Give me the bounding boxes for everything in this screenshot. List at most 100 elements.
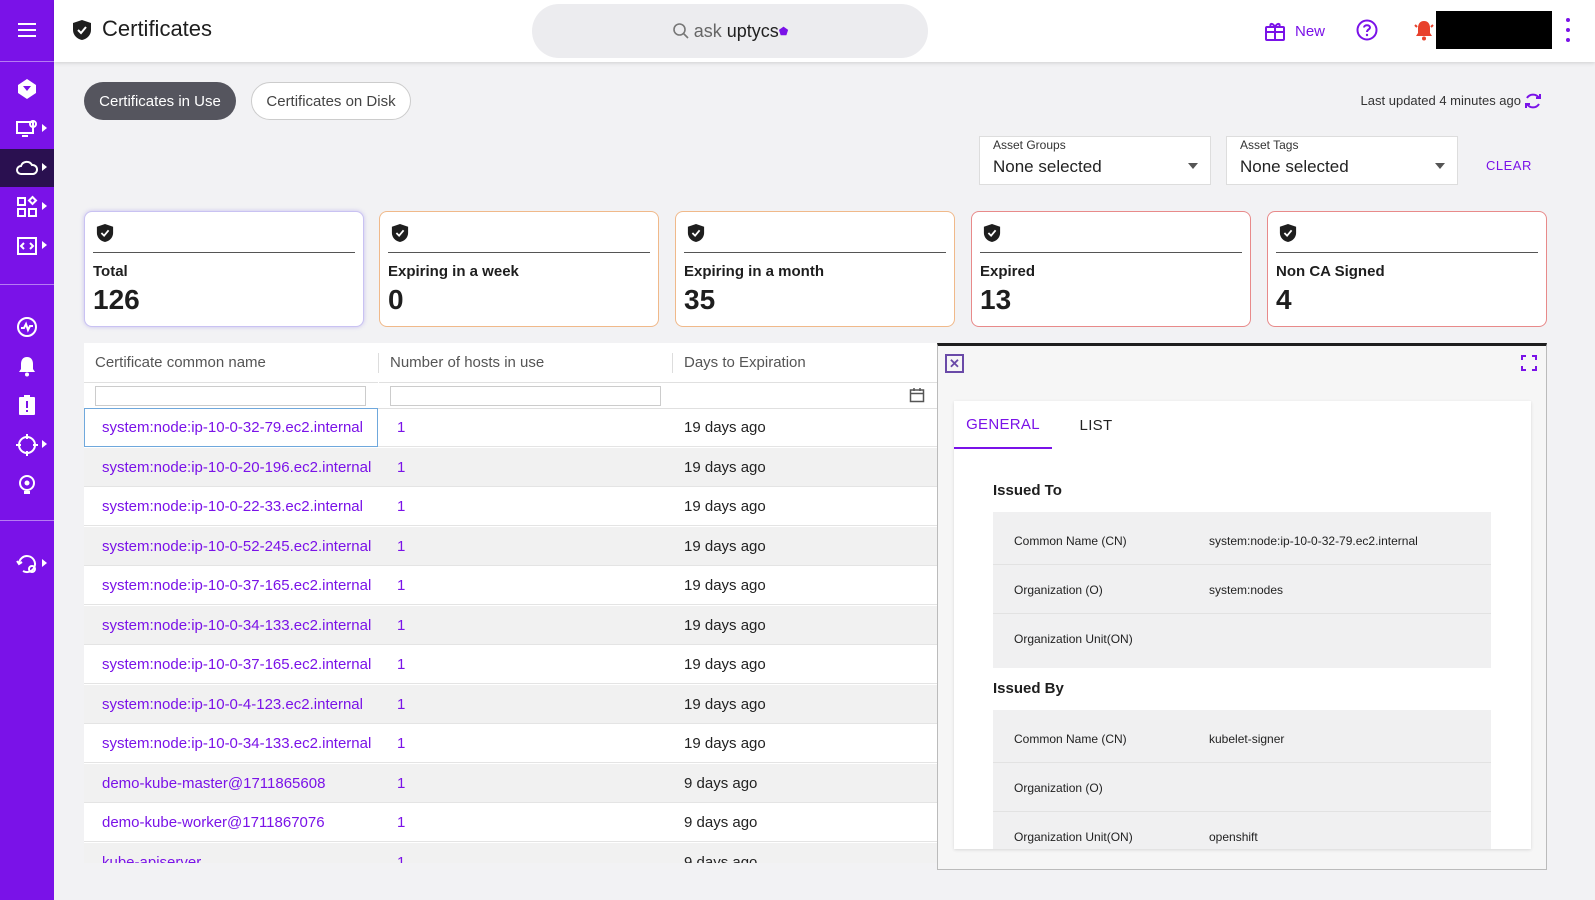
sidebar-item-devices[interactable]: [0, 110, 54, 148]
more-options-icon[interactable]: [1565, 18, 1571, 42]
tab-general[interactable]: GENERAL: [954, 401, 1052, 449]
kv-row: Common Name (CN) kubelet-signer: [993, 714, 1491, 763]
new-button[interactable]: New: [1264, 20, 1325, 42]
cloud-icon: [16, 160, 39, 175]
sidebar-item-tasks[interactable]: [0, 386, 54, 424]
hosts-count-link[interactable]: 1: [397, 853, 406, 864]
asset-tags-select[interactable]: Asset Tags None selected: [1226, 136, 1458, 185]
help-icon[interactable]: [1356, 19, 1378, 41]
kv-row: Organization Unit(ON) openshift: [993, 812, 1491, 849]
column-header-common-name[interactable]: Certificate common name: [84, 343, 378, 383]
certificate-name-link[interactable]: system:node:ip-10-0-52-245.ec2.internal: [102, 537, 372, 555]
hosts-count-link[interactable]: 1: [397, 656, 406, 673]
table-row[interactable]: system:node:ip-10-0-37-165.ec2.internal 1…: [84, 645, 937, 684]
hosts-count-link[interactable]: 1: [397, 774, 406, 792]
sidebar: [0, 0, 54, 900]
column-header-hosts[interactable]: Number of hosts in use: [379, 343, 673, 383]
kv-value: openshift: [1209, 829, 1258, 844]
table-row[interactable]: system:node:ip-10-0-37-165.ec2.internal 1…: [84, 566, 937, 605]
days-to-expiration: 9 days ago: [684, 774, 758, 792]
column-header-days[interactable]: Days to Expiration: [673, 343, 937, 383]
table-row[interactable]: system:node:ip-10-0-22-33.ec2.internal 1 1…: [84, 487, 937, 526]
sidebar-item-alerts[interactable]: [0, 347, 54, 385]
stat-card-total[interactable]: Total 126: [84, 211, 364, 327]
table-row[interactable]: system:node:ip-10-0-32-79.ec2.internal 1 1…: [84, 408, 937, 447]
shield-check-icon: [1279, 224, 1297, 242]
kv-row: Organization (O): [993, 763, 1491, 812]
days-to-expiration: 19 days ago: [684, 577, 766, 594]
uptycs-logo-icon[interactable]: [0, 70, 54, 108]
table-row[interactable]: kube-apiserver 1 9 days ago: [84, 842, 937, 864]
calendar-icon[interactable]: [909, 387, 925, 403]
sidebar-item-settings[interactable]: [0, 545, 54, 583]
alert-bell-icon[interactable]: [1413, 18, 1435, 42]
search-icon: [672, 23, 689, 39]
certificate-name-link[interactable]: system:node:ip-10-0-32-79.ec2.internal: [84, 408, 378, 447]
sidebar-item-apps[interactable]: [0, 188, 54, 226]
card-value: 13: [980, 284, 1012, 315]
shield-check-icon: [983, 224, 1001, 242]
asset-groups-select[interactable]: Asset Groups None selected: [979, 136, 1211, 185]
table-row[interactable]: demo-kube-worker@1711867076 1 9 days ago: [84, 803, 937, 842]
certificate-name-link[interactable]: demo-kube-worker@1711867076: [102, 814, 325, 831]
detail-body: GENERAL LIST Issued To Common Name (CN) s…: [954, 401, 1531, 849]
days-to-expiration: 19 days ago: [684, 419, 766, 436]
hosts-count-link[interactable]: 1: [397, 616, 406, 634]
stat-card-expiring-in-a-week[interactable]: Expiring in a week 0: [379, 211, 659, 327]
certificate-name-link[interactable]: system:node:ip-10-0-37-165.ec2.internal: [102, 656, 372, 673]
history-gear-icon: [16, 555, 36, 574]
table-row[interactable]: system:node:ip-10-0-52-245.ec2.internal 1…: [84, 526, 937, 566]
close-icon[interactable]: ✕: [945, 354, 964, 373]
sidebar-item-code[interactable]: [0, 227, 54, 265]
clipboard-alert-icon: [19, 395, 35, 415]
user-account-redacted[interactable]: [1436, 11, 1552, 49]
hosts-count-link[interactable]: 1: [397, 419, 406, 436]
certificate-name-link[interactable]: system:node:ip-10-0-4-123.ec2.internal: [102, 695, 363, 713]
certificate-name-link[interactable]: demo-kube-master@1711865608: [102, 774, 326, 792]
tab-certificates-in-use[interactable]: Certificates in Use: [84, 82, 236, 120]
stat-card-expiring-in-a-month[interactable]: Expiring in a month 35: [675, 211, 955, 327]
certificate-name-link[interactable]: system:node:ip-10-0-37-165.ec2.internal: [102, 577, 372, 594]
hosts-count-link[interactable]: 1: [397, 577, 406, 594]
table-row[interactable]: system:node:ip-10-0-20-196.ec2.internal 1…: [84, 447, 937, 487]
crosshair-icon: [16, 434, 38, 456]
search-label: ask: [693, 20, 722, 41]
sidebar-item-insights[interactable]: [0, 466, 54, 504]
certificate-name-link[interactable]: system:node:ip-10-0-20-196.ec2.internal: [102, 458, 372, 476]
card-label: Non CA Signed: [1276, 263, 1385, 280]
kv-key: Organization Unit(ON): [1014, 829, 1133, 844]
asset-groups-label: Asset Groups: [993, 138, 1066, 152]
certificate-name-link[interactable]: system:node:ip-10-0-22-33.ec2.internal: [102, 498, 363, 515]
stat-card-expired[interactable]: Expired 13: [971, 211, 1251, 327]
ask-uptycs-search[interactable]: ask uptycs ⬟: [532, 4, 928, 58]
refresh-icon[interactable]: [1523, 91, 1543, 111]
sidebar-item-activity[interactable]: [0, 308, 54, 346]
table-row[interactable]: system:node:ip-10-0-34-133.ec2.internal 1…: [84, 724, 937, 763]
certificate-name-link[interactable]: system:node:ip-10-0-34-133.ec2.internal: [102, 735, 372, 752]
name-filter-input[interactable]: [95, 386, 366, 406]
sidebar-item-cloud[interactable]: [0, 149, 54, 187]
new-label: New: [1295, 22, 1326, 40]
tab-certificates-on-disk[interactable]: Certificates on Disk: [251, 82, 411, 120]
certificate-name-link[interactable]: system:node:ip-10-0-34-133.ec2.internal: [102, 616, 372, 634]
hosts-count-link[interactable]: 1: [397, 735, 406, 752]
kv-key: Common Name (CN): [1014, 731, 1127, 746]
expand-icon[interactable]: [1521, 355, 1537, 371]
hosts-filter-input[interactable]: [390, 386, 661, 406]
hosts-count-link[interactable]: 1: [397, 498, 406, 515]
hosts-count-link[interactable]: 1: [397, 814, 406, 831]
certificate-name-link[interactable]: kube-apiserver: [102, 853, 202, 864]
sidebar-item-target[interactable]: [0, 426, 54, 464]
table-row[interactable]: system:node:ip-10-0-34-133.ec2.internal 1…: [84, 605, 937, 645]
stat-card-non-ca-signed[interactable]: Non CA Signed 4: [1267, 211, 1547, 327]
column-separator: [672, 353, 673, 373]
hamburger-menu-icon[interactable]: [0, 11, 54, 49]
hosts-count-link[interactable]: 1: [397, 695, 406, 713]
hosts-count-link[interactable]: 1: [397, 537, 406, 555]
table-row[interactable]: demo-kube-master@1711865608 1 9 days ago: [84, 763, 937, 803]
hosts-count-link[interactable]: 1: [397, 458, 406, 476]
card-label: Expiring in a month: [684, 263, 825, 280]
table-row[interactable]: system:node:ip-10-0-4-123.ec2.internal 1 1…: [84, 684, 937, 724]
clear-filters-button[interactable]: CLEAR: [1486, 158, 1532, 173]
tab-list[interactable]: LIST: [1079, 416, 1113, 434]
